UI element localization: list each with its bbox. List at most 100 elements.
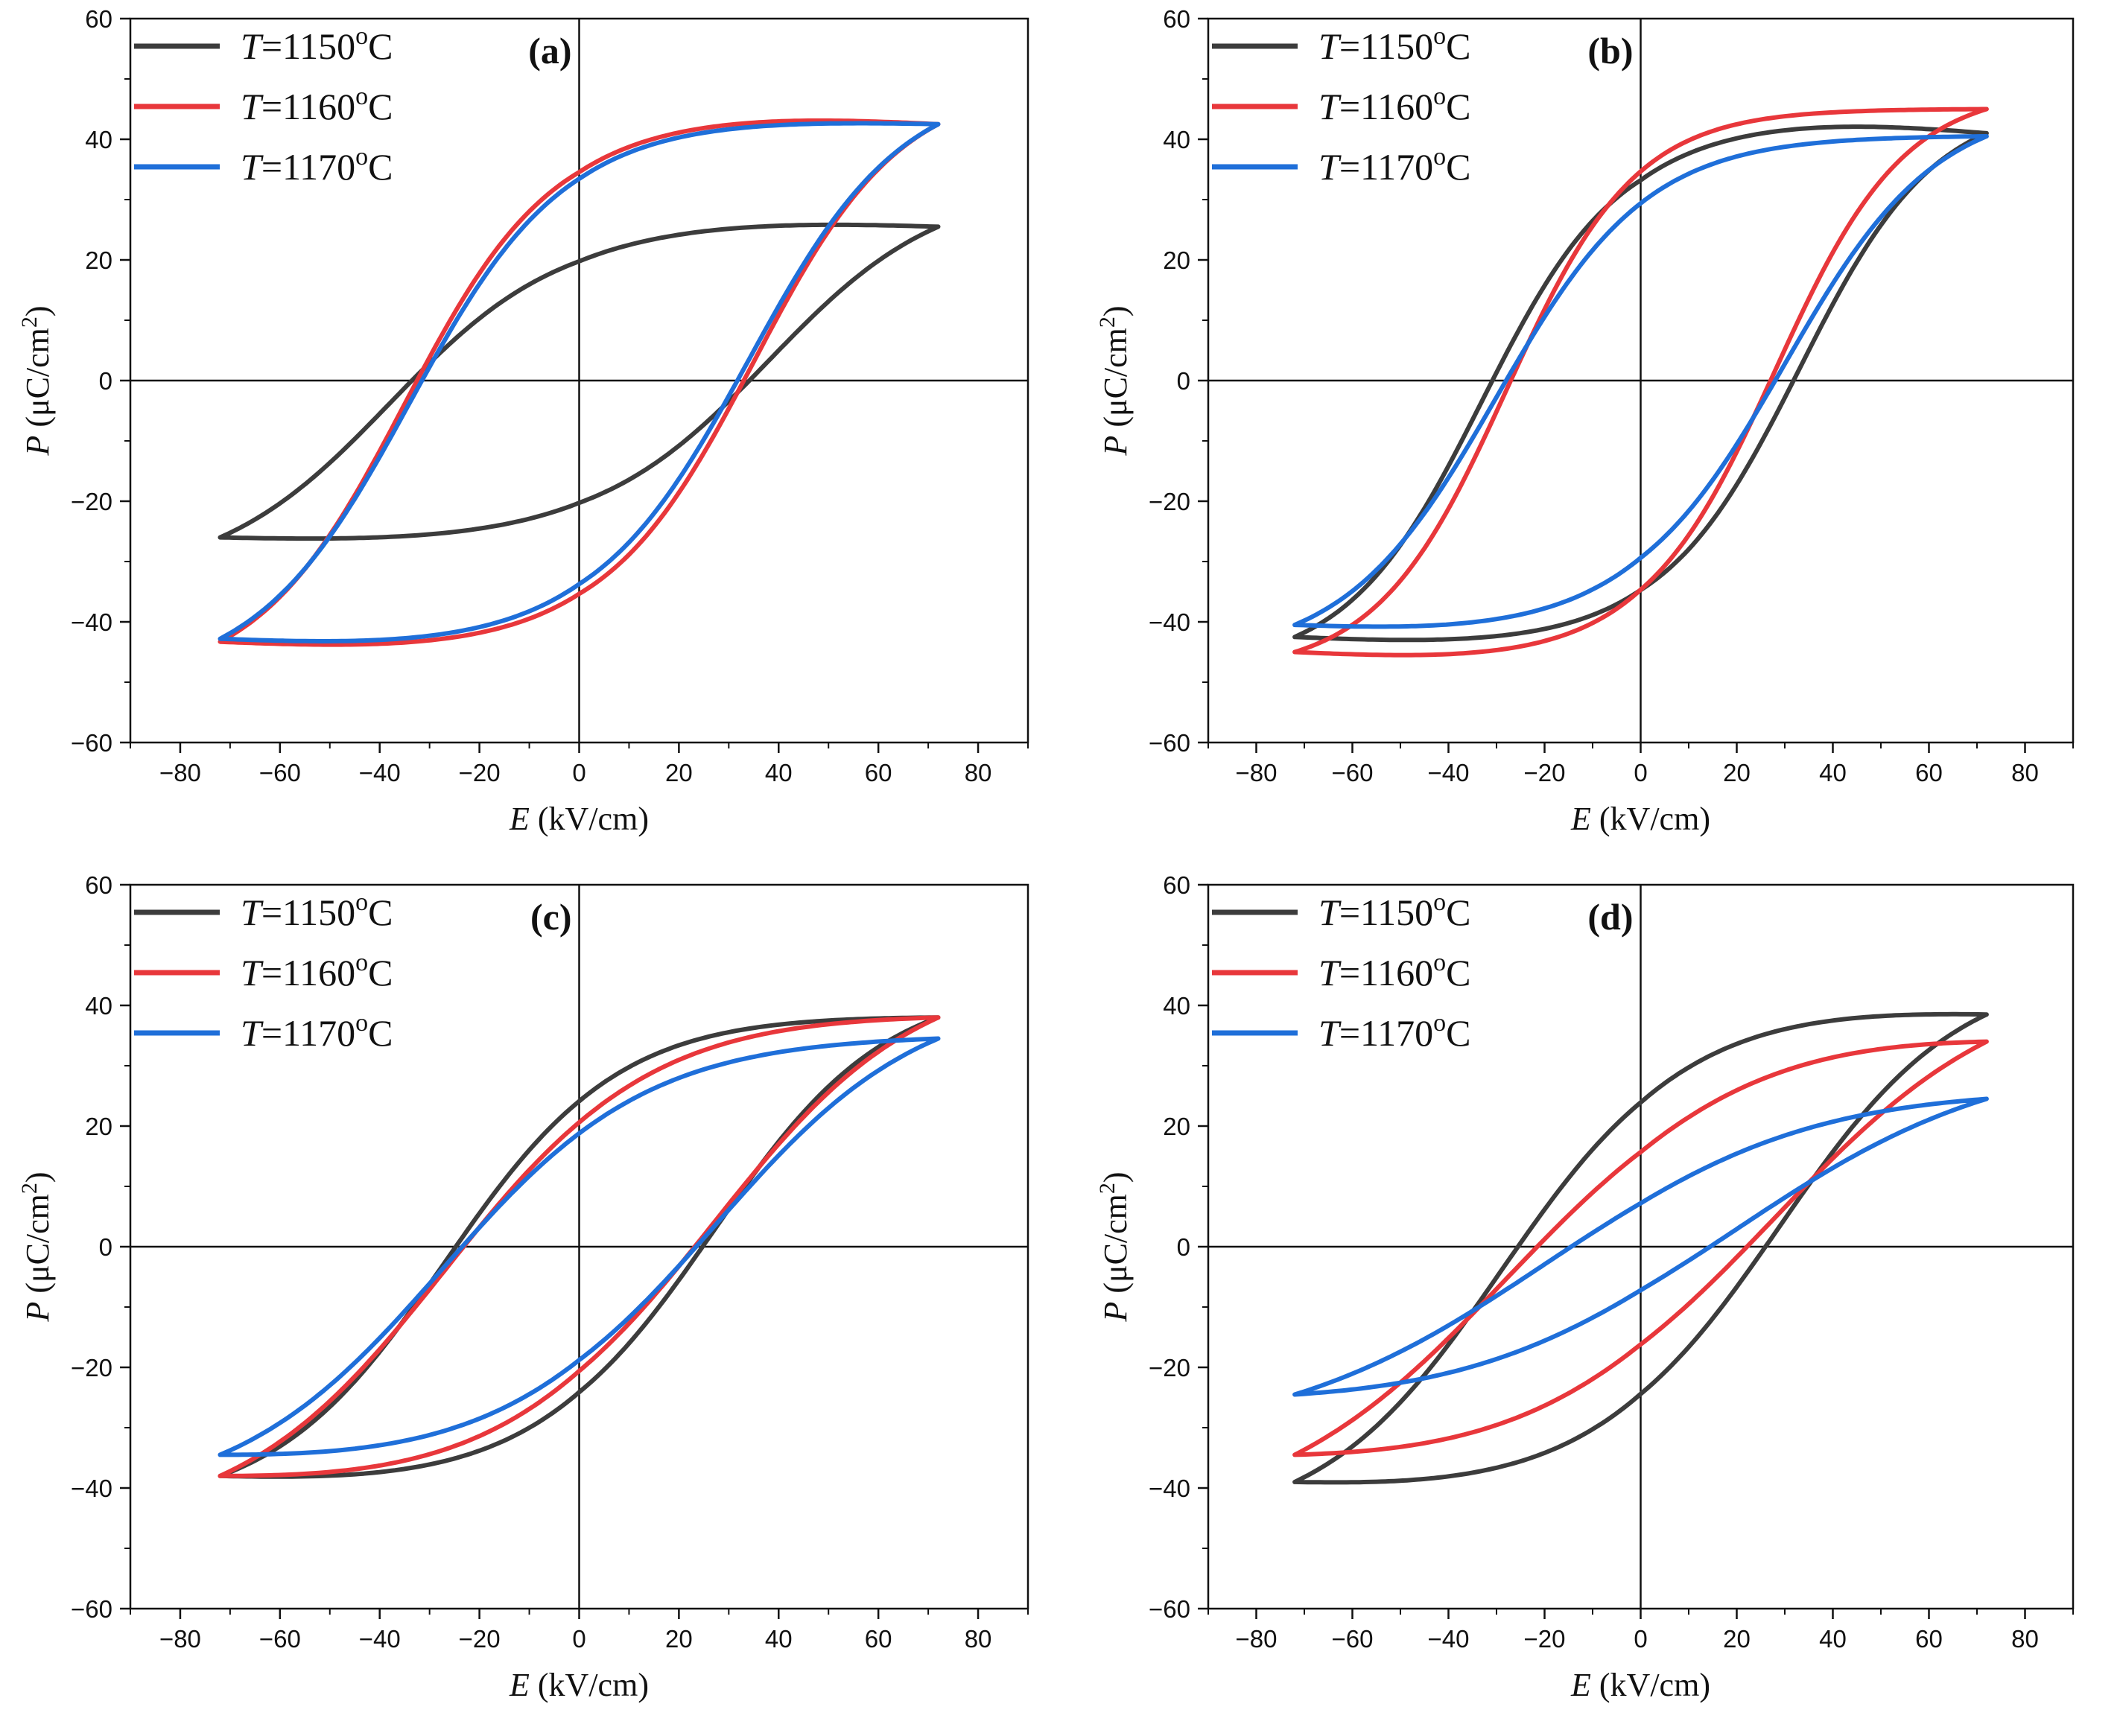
panel-c: −80 −60 −40 −20 0 20 40 60 80 −60 −40 −20 0 20 40 60 E (… [17,871,1029,1703]
x-tick-label: 40 [1819,759,1847,786]
legend-label-1150: T=1150oC [1318,22,1471,67]
panel-label: (d) [1587,896,1633,938]
legend-label-1170: T=1170oC [1318,1009,1471,1054]
panel-label: (b) [1587,30,1633,71]
x-axis-title: E (kV/cm) [509,1667,649,1703]
y-tick-label: −60 [71,1595,112,1623]
x-tick-label: 40 [1819,1625,1847,1653]
y-tick-label: 20 [1163,247,1190,274]
x-tick-label: −40 [359,759,401,786]
legend-label-1150: T=1150oC [241,22,393,67]
y-tick-label: −20 [1149,488,1190,515]
series-line-1170 [1292,1096,1989,1397]
x-tick-label: −60 [1332,759,1374,786]
x-tick-label: −60 [259,1625,301,1653]
x-tick-label: 0 [572,1625,585,1653]
x-tick-label: −60 [259,759,301,786]
y-tick-label: 20 [1163,1113,1190,1140]
legend-label-1160: T=1160oC [1318,83,1471,127]
y-tick-label: 60 [1163,871,1190,899]
x-axis-title: E (kV/cm) [1570,1667,1710,1703]
y-tick-label: 60 [85,871,112,899]
x-tick-label: −80 [1236,1625,1278,1653]
y-tick-label: −40 [71,1475,112,1502]
panel-label: (a) [528,30,571,71]
x-tick-label: 80 [2011,1625,2039,1653]
x-tick-label: 80 [2011,759,2039,786]
y-tick-label: 20 [85,247,112,274]
series-line-1160 [218,118,941,647]
x-tick-label: 20 [1723,759,1751,786]
legend-label-1170: T=1170oC [1318,143,1471,188]
x-tick-label: 60 [1915,759,1943,786]
y-tick-label: −40 [71,608,112,636]
y-tick-label: −20 [71,1354,112,1382]
x-tick-label: −40 [1428,1625,1470,1653]
x-tick-label: 40 [765,1625,793,1653]
legend-label-1170: T=1170oC [241,143,393,188]
legend-label-1150: T=1150oC [241,888,393,933]
x-tick-label: 0 [1634,759,1647,786]
x-tick-label: 0 [1634,1625,1647,1653]
series-line-1170 [218,121,941,643]
y-axis-title: P (μC/cm2) [1095,305,1134,456]
series-line-1170 [1292,134,1989,629]
y-tick-label: −20 [71,488,112,515]
x-tick-label: −80 [1236,759,1278,786]
y-tick-label: 0 [1177,367,1190,395]
panel-d: −80 −60 −40 −20 0 20 40 60 80 −60 −40 −20 0 20 40 60 E (… [1095,871,2075,1703]
series-line-1150 [1292,124,1989,643]
x-axis-title: E (kV/cm) [509,801,649,837]
series-line-1150 [218,222,941,541]
series-line-1160 [1292,1039,1989,1457]
x-tick-label: 60 [865,1625,892,1653]
x-tick-label: 40 [765,759,793,786]
y-axis-title: P (μC/cm2) [1095,1171,1134,1322]
x-tick-label: −20 [459,1625,501,1653]
y-tick-label: 40 [1163,126,1190,153]
y-axis-title: P (μC/cm2) [17,305,56,456]
legend-label-1170: T=1170oC [241,1009,393,1054]
y-tick-label: 0 [99,1233,112,1261]
x-axis-title: E (kV/cm) [1570,801,1710,837]
x-tick-label: 0 [572,759,585,786]
x-tick-label: −80 [159,759,201,786]
x-tick-label: 60 [1915,1625,1943,1653]
x-tick-label: −20 [1524,1625,1566,1653]
legend-label-1160: T=1160oC [241,949,393,993]
y-tick-label: 40 [85,992,112,1020]
x-tick-label: 80 [965,1625,992,1653]
y-tick-label: −40 [1149,608,1190,636]
x-tick-label: 20 [1723,1625,1751,1653]
y-tick-label: −60 [1149,1595,1190,1623]
x-tick-label: −40 [359,1625,401,1653]
y-tick-label: −60 [1149,729,1190,757]
y-tick-label: −20 [1149,1354,1190,1382]
y-tick-label: −60 [71,729,112,757]
x-tick-label: 60 [865,759,892,786]
panel-b: −80 −60 −40 −20 0 20 40 60 80 −60 −40 −20 0 20 40 60 E (… [1095,5,2075,837]
panel-a: −80 −60 −40 −20 0 20 40 60 80 −60 −40 −20 0 20 40 60 E (… [17,5,1029,837]
y-tick-label: 0 [1177,1233,1190,1261]
x-tick-label: 20 [665,1625,693,1653]
legend-label-1160: T=1160oC [1318,949,1471,993]
y-tick-label: 60 [1163,5,1190,33]
series-line-1170 [218,1036,941,1457]
y-tick-label: −40 [1149,1475,1190,1502]
y-tick-label: 20 [85,1113,112,1140]
y-tick-label: 0 [99,367,112,395]
x-tick-label: −60 [1332,1625,1374,1653]
y-axis-title: P (μC/cm2) [17,1171,56,1322]
y-tick-label: 40 [85,126,112,153]
y-tick-label: 60 [85,5,112,33]
legend-label-1160: T=1160oC [241,83,393,127]
x-tick-label: −80 [159,1625,201,1653]
x-tick-label: −20 [1524,759,1566,786]
x-tick-label: 20 [665,759,693,786]
panel-label: (c) [530,896,572,938]
x-tick-label: −20 [459,759,501,786]
y-tick-label: 40 [1163,992,1190,1020]
legend-label-1150: T=1150oC [1318,888,1471,933]
x-tick-label: 80 [965,759,992,786]
